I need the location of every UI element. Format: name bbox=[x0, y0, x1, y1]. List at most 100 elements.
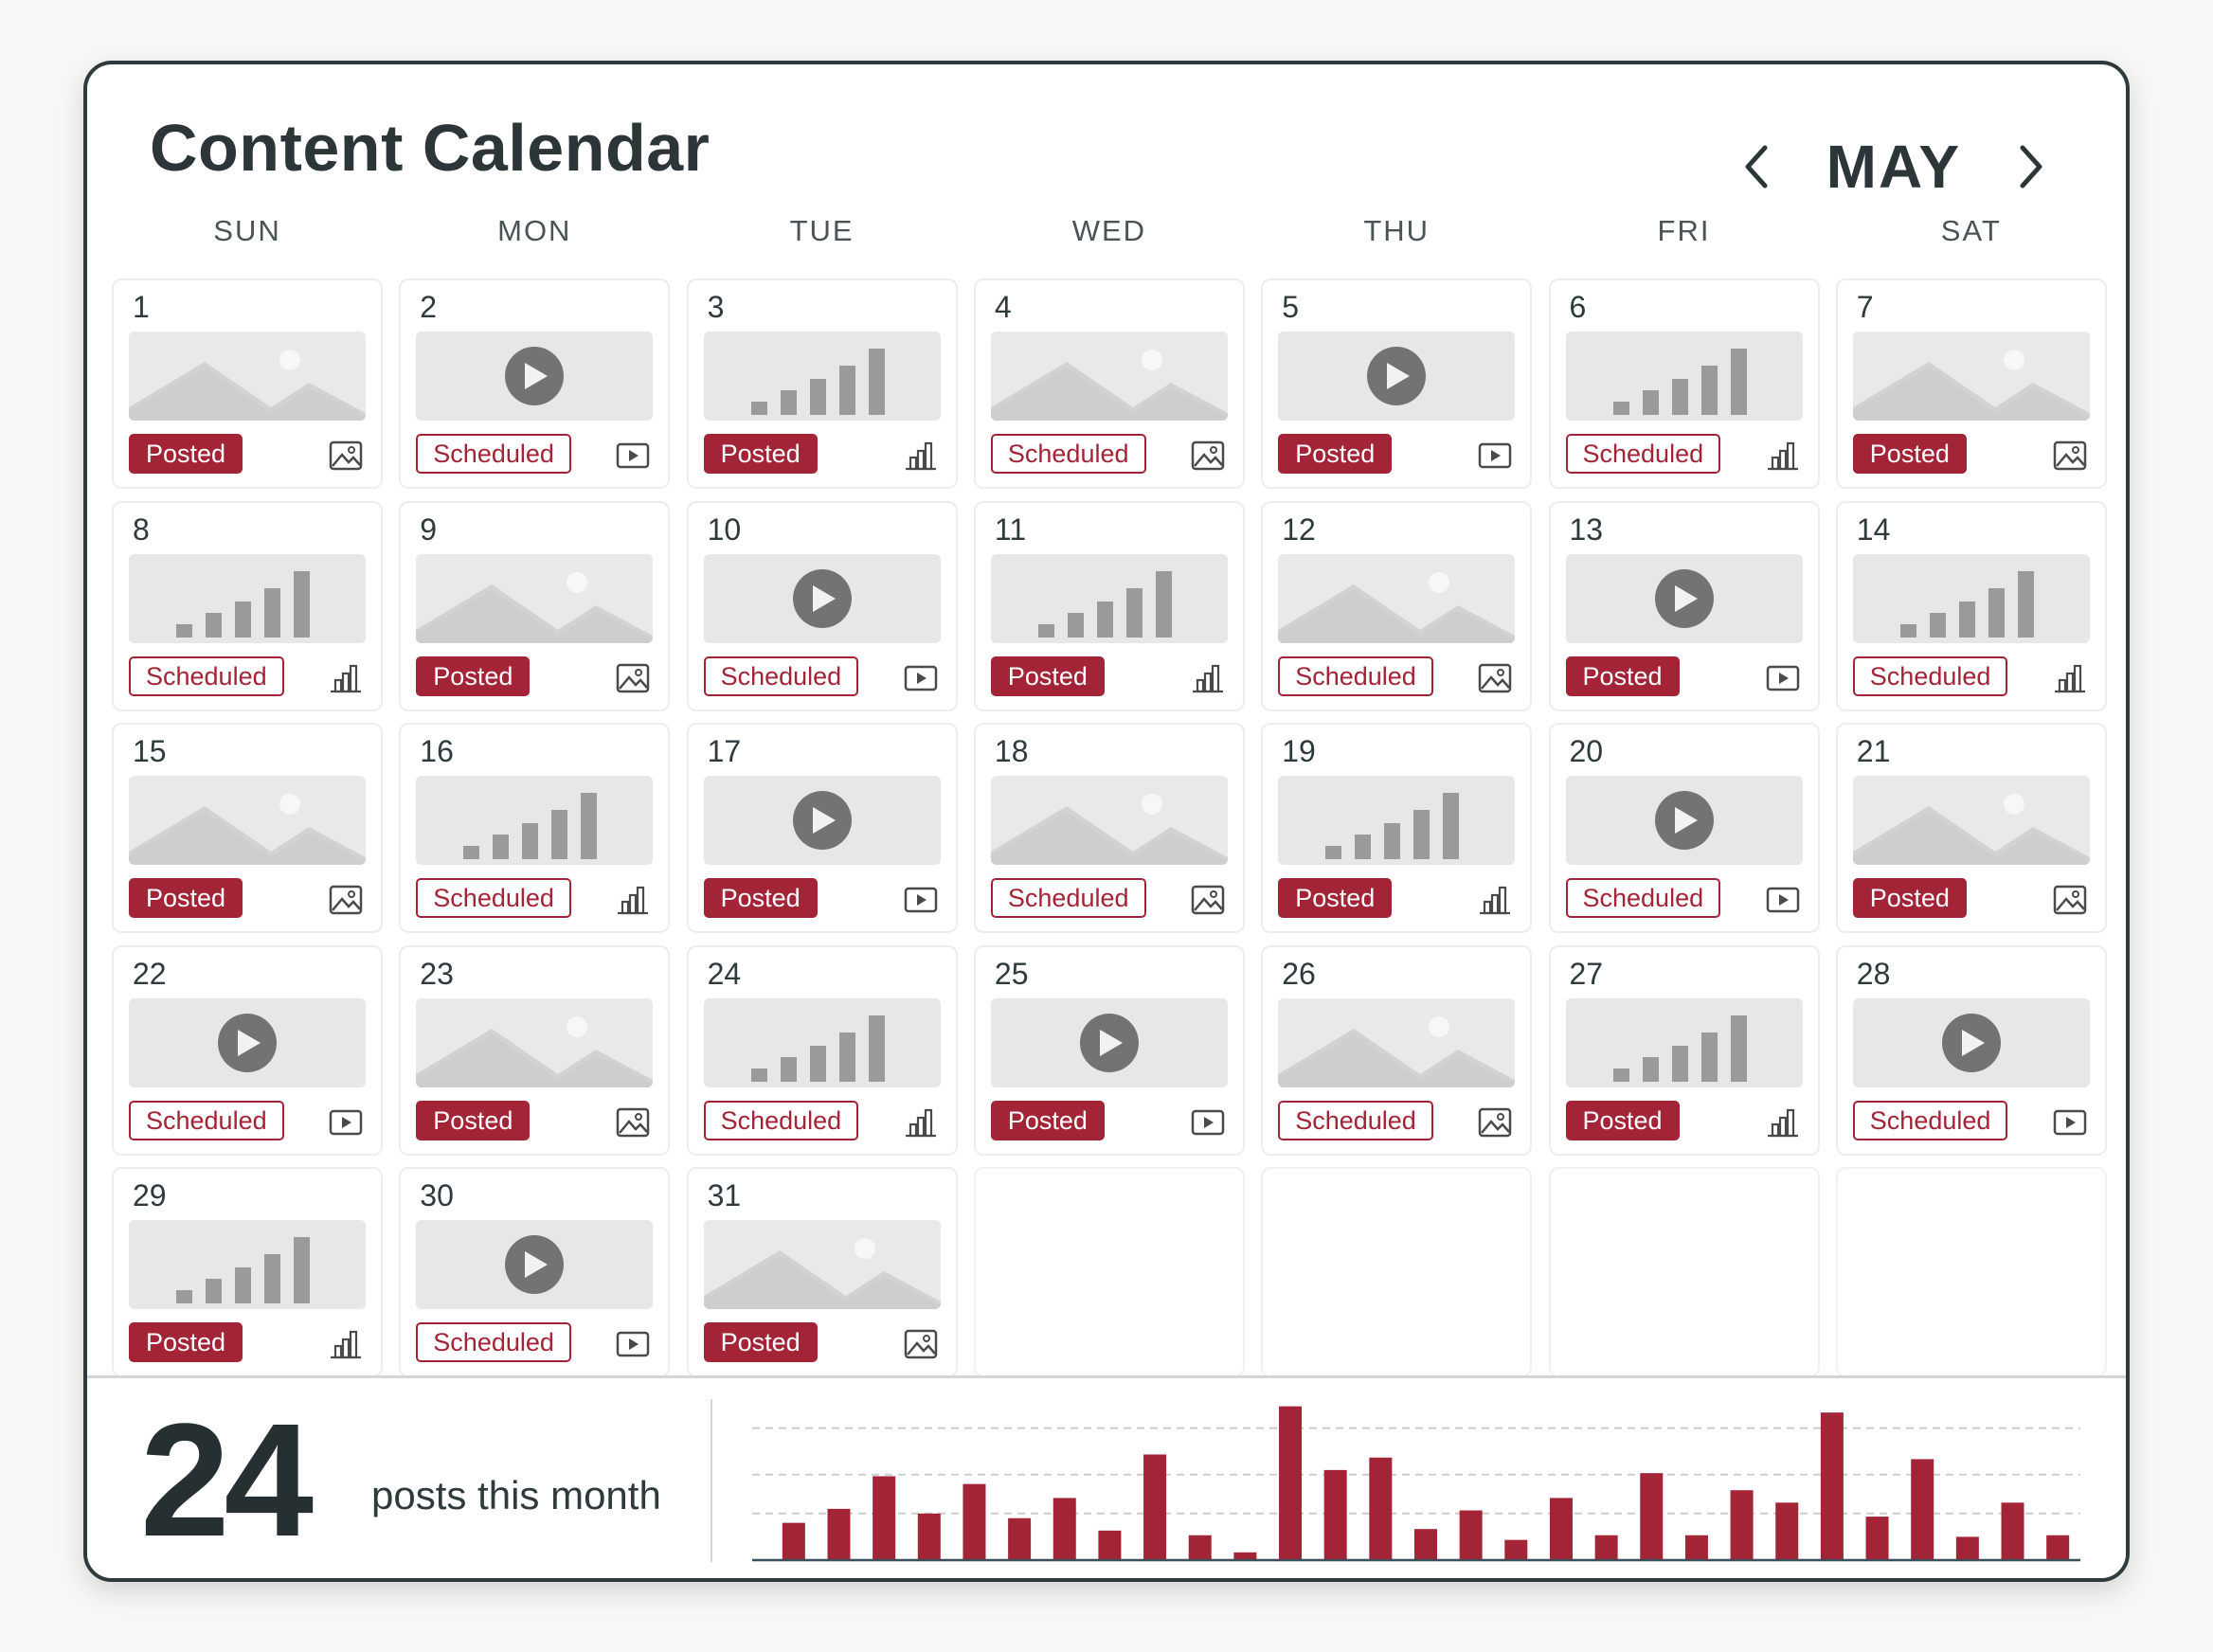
day-cell[interactable]: 29 Posted bbox=[112, 1167, 383, 1377]
day-cell[interactable]: 15 Posted bbox=[112, 723, 383, 933]
day-cell[interactable]: 17 Posted bbox=[686, 723, 958, 933]
post-thumbnail[interactable] bbox=[1852, 776, 2090, 865]
weekday-label: SUN bbox=[213, 214, 281, 247]
image-type-icon bbox=[2053, 885, 2087, 915]
post-thumbnail[interactable] bbox=[1278, 997, 1516, 1087]
status-badge: Scheduled bbox=[129, 655, 284, 696]
post-thumbnail[interactable] bbox=[703, 997, 941, 1087]
chart-placeholder bbox=[703, 997, 941, 1087]
status-badge: Posted bbox=[1852, 434, 1967, 474]
post-thumbnail[interactable] bbox=[416, 553, 654, 643]
post-thumbnail[interactable] bbox=[129, 1220, 366, 1309]
image-placeholder bbox=[1852, 332, 2090, 421]
post-thumbnail[interactable] bbox=[990, 997, 1228, 1087]
day-cell[interactable]: 14 Scheduled bbox=[1835, 500, 2107, 711]
post-thumbnail[interactable] bbox=[129, 332, 366, 421]
day-number: 18 bbox=[994, 734, 1029, 768]
post-count: 24 bbox=[140, 1391, 314, 1571]
day-cell[interactable]: 2 Scheduled bbox=[399, 278, 671, 489]
day-cell[interactable]: 13 Posted bbox=[1548, 500, 1820, 711]
day-cell[interactable]: 16 Scheduled bbox=[399, 723, 671, 933]
day-cell[interactable]: 5 Posted bbox=[1261, 278, 1533, 489]
next-month-button[interactable] bbox=[2003, 129, 2060, 205]
post-thumbnail[interactable] bbox=[129, 553, 366, 643]
day-cell[interactable]: 20 Scheduled bbox=[1548, 723, 1820, 933]
video-type-icon bbox=[1766, 665, 1799, 691]
day-number: 13 bbox=[1569, 512, 1604, 547]
post-thumbnail[interactable] bbox=[1278, 776, 1516, 865]
day-number: 3 bbox=[707, 290, 725, 324]
post-thumbnail[interactable] bbox=[416, 332, 654, 421]
day-cell[interactable]: 21 Posted bbox=[1835, 723, 2107, 933]
day-cell[interactable]: 23 Posted bbox=[399, 944, 671, 1156]
day-cell[interactable]: 9 Posted bbox=[399, 500, 671, 711]
post-thumbnail[interactable] bbox=[1565, 553, 1803, 643]
chart-bar bbox=[1414, 1529, 1437, 1560]
post-thumbnail[interactable] bbox=[1852, 997, 2090, 1087]
post-thumbnail[interactable] bbox=[1278, 553, 1516, 643]
day-cell[interactable]: 10 Scheduled bbox=[686, 500, 958, 711]
chart-bar bbox=[1459, 1510, 1483, 1560]
post-thumbnail[interactable] bbox=[1565, 776, 1803, 865]
chart-bar bbox=[1684, 1535, 1708, 1560]
image-placeholder bbox=[990, 332, 1228, 421]
post-thumbnail[interactable] bbox=[703, 1220, 941, 1309]
post-thumbnail[interactable] bbox=[1278, 332, 1516, 421]
day-cell[interactable]: 28 Scheduled bbox=[1835, 944, 2107, 1156]
day-cell[interactable]: 4 Scheduled bbox=[973, 278, 1245, 489]
image-type-icon bbox=[617, 1107, 650, 1137]
post-thumbnail[interactable] bbox=[703, 332, 941, 421]
video-placeholder bbox=[703, 553, 941, 643]
chart-bar bbox=[1143, 1454, 1167, 1560]
empty-day-cell bbox=[973, 1167, 1245, 1377]
post-thumbnail[interactable] bbox=[129, 776, 366, 865]
post-thumbnail[interactable] bbox=[1565, 332, 1803, 421]
day-cell[interactable]: 24 Scheduled bbox=[686, 944, 958, 1156]
image-type-icon bbox=[329, 885, 363, 915]
post-thumbnail[interactable] bbox=[703, 776, 941, 865]
post-thumbnail[interactable] bbox=[703, 553, 941, 643]
day-cell[interactable]: 30 Scheduled bbox=[399, 1167, 671, 1377]
day-cell[interactable]: 18 Scheduled bbox=[973, 723, 1245, 933]
post-thumbnail[interactable] bbox=[416, 997, 654, 1087]
post-thumbnail[interactable] bbox=[1852, 332, 2090, 421]
day-cell[interactable]: 8 Scheduled bbox=[112, 500, 383, 711]
status-badge: Scheduled bbox=[416, 1322, 571, 1362]
day-cell[interactable]: 1 Posted bbox=[112, 278, 383, 489]
chart-type-icon bbox=[905, 441, 936, 471]
post-thumbnail[interactable] bbox=[990, 553, 1228, 643]
status-badge: Posted bbox=[1565, 655, 1680, 696]
post-thumbnail[interactable] bbox=[990, 776, 1228, 865]
video-placeholder bbox=[1278, 332, 1516, 421]
day-cell[interactable]: 3 Posted bbox=[686, 278, 958, 489]
day-cell[interactable]: 22 Scheduled bbox=[112, 944, 383, 1156]
video-placeholder bbox=[416, 1220, 654, 1309]
day-cell[interactable]: 25 Posted bbox=[973, 944, 1245, 1156]
post-thumbnail[interactable] bbox=[990, 332, 1228, 421]
day-cell[interactable]: 12 Scheduled bbox=[1261, 500, 1533, 711]
day-number: 26 bbox=[1282, 956, 1316, 991]
chart-bar bbox=[1775, 1502, 1799, 1560]
day-cell[interactable]: 27 Posted bbox=[1548, 944, 1820, 1156]
day-cell[interactable]: 26 Scheduled bbox=[1261, 944, 1533, 1156]
day-number: 15 bbox=[133, 734, 167, 768]
status-badge: Scheduled bbox=[129, 1100, 284, 1140]
status-badge: Posted bbox=[1852, 878, 1967, 918]
day-cell[interactable]: 19 Posted bbox=[1261, 723, 1533, 933]
day-cell[interactable]: 31 Posted bbox=[686, 1167, 958, 1377]
day-cell[interactable]: 6 Scheduled bbox=[1548, 278, 1820, 489]
status-badge: Posted bbox=[703, 878, 818, 918]
day-cell[interactable]: 11 Posted bbox=[973, 500, 1245, 711]
chart-placeholder bbox=[129, 1220, 366, 1309]
prev-month-button[interactable] bbox=[1728, 129, 1785, 205]
chart-placeholder bbox=[416, 776, 654, 865]
post-thumbnail[interactable] bbox=[1852, 553, 2090, 643]
day-cell[interactable]: 7 Posted bbox=[1835, 278, 2107, 489]
post-thumbnail[interactable] bbox=[129, 997, 366, 1087]
image-placeholder bbox=[416, 553, 654, 643]
image-placeholder bbox=[990, 776, 1228, 865]
status-badge: Posted bbox=[129, 1322, 243, 1362]
post-thumbnail[interactable] bbox=[1565, 997, 1803, 1087]
post-thumbnail[interactable] bbox=[416, 776, 654, 865]
post-thumbnail[interactable] bbox=[416, 1220, 654, 1309]
